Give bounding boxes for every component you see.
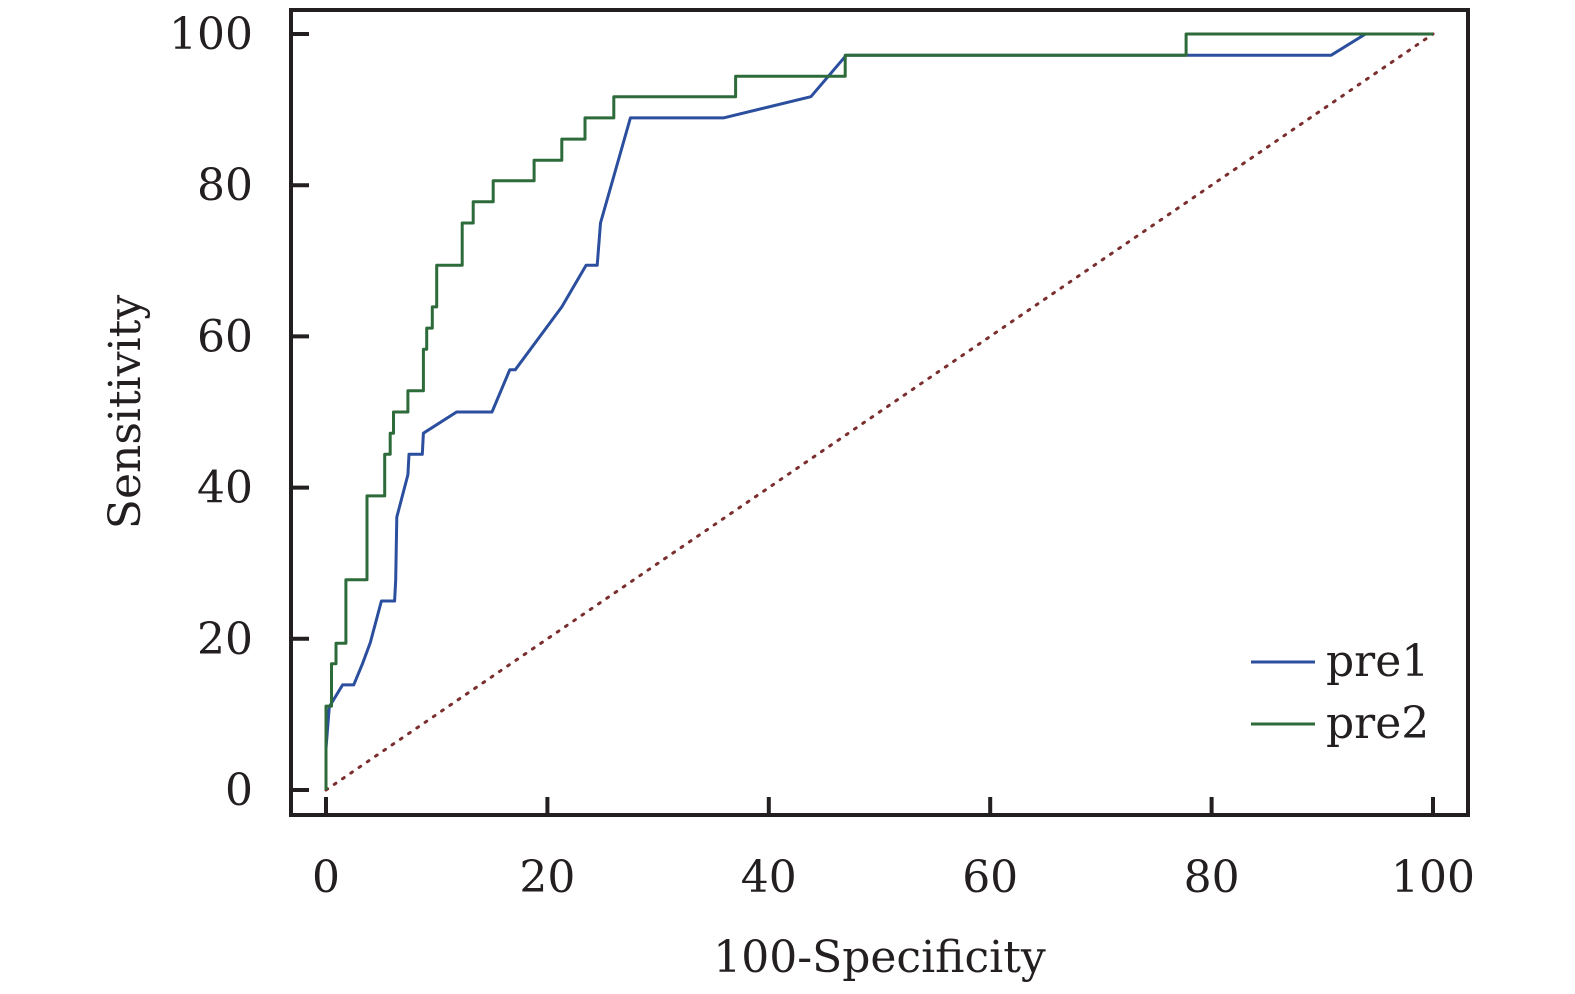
y-tick-label: 40 bbox=[197, 463, 253, 514]
y-tick-label: 0 bbox=[225, 765, 253, 816]
plot-frame bbox=[289, 8, 1470, 817]
x-axis-title: 100-Specificity bbox=[713, 932, 1046, 983]
y-tick-label: 20 bbox=[197, 614, 253, 665]
x-tick-label: 20 bbox=[519, 852, 575, 903]
x-tick-label: 60 bbox=[962, 852, 1018, 903]
x-tick-label: 80 bbox=[1184, 852, 1240, 903]
x-tick-label: 0 bbox=[312, 852, 340, 903]
y-tick-label: 60 bbox=[197, 311, 253, 362]
x-tick-label: 100 bbox=[1391, 852, 1475, 903]
series-layer bbox=[324, 32, 1433, 790]
legend-label-pre2: pre2 bbox=[1326, 698, 1429, 749]
legend: pre1 pre2 bbox=[1251, 636, 1429, 749]
series-line-pre2 bbox=[324, 32, 1433, 790]
reference-diagonal bbox=[324, 32, 1435, 792]
reference-line-layer bbox=[324, 32, 1435, 792]
y-tick-label: 100 bbox=[169, 9, 253, 60]
y-axis-title: Sensitivity bbox=[100, 295, 151, 530]
y-tick-label: 80 bbox=[197, 160, 253, 211]
legend-label-pre1: pre1 bbox=[1326, 636, 1429, 687]
x-tick-label: 40 bbox=[741, 852, 797, 903]
series-line-pre1 bbox=[324, 32, 1433, 790]
ticks-layer: 0 20 40 60 80 100 0 20 40 60 80 100 bbox=[169, 9, 1475, 903]
